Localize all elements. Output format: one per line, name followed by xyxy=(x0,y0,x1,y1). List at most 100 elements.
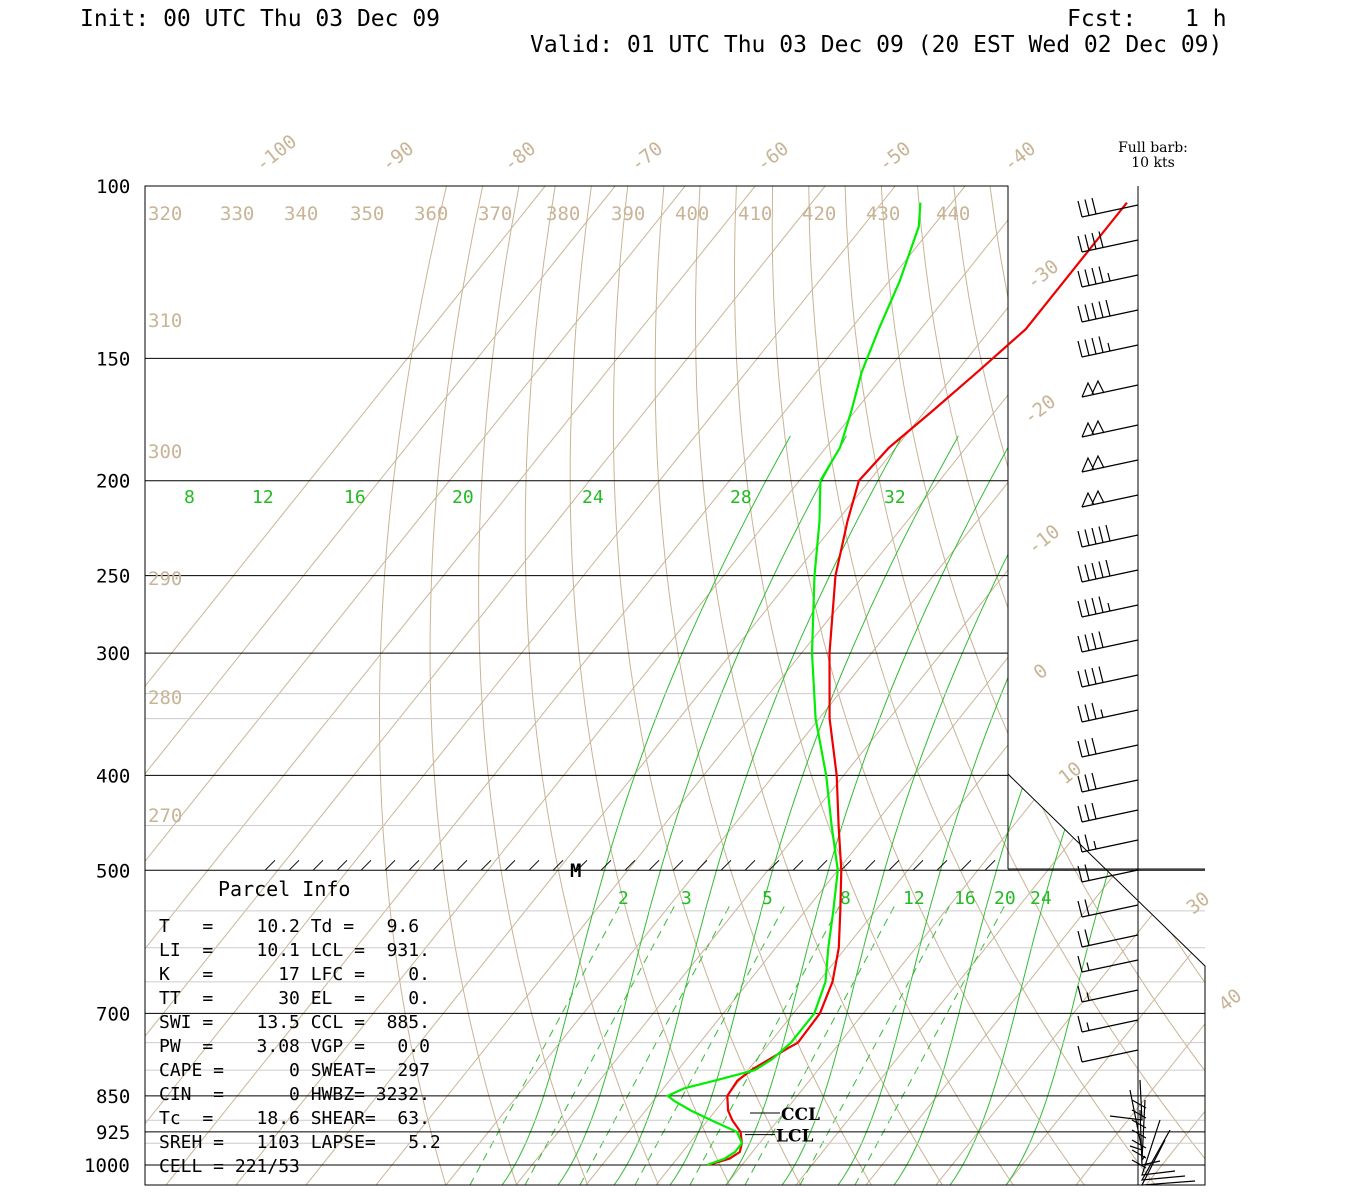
moist-adiabat xyxy=(557,435,847,1185)
wind-barb xyxy=(1077,899,1139,918)
isotherm-label: 40 xyxy=(1215,985,1247,1016)
hatch-mark xyxy=(648,859,660,871)
pressure-label: 300 xyxy=(96,643,130,665)
dry-adiabat xyxy=(1280,186,1350,1186)
hatch-mark xyxy=(528,859,540,871)
wet-bulb-label: 8 xyxy=(184,487,195,508)
hatch-mark xyxy=(744,859,756,871)
wind-barb xyxy=(1077,955,1139,973)
isotherm-line xyxy=(1145,186,1205,1185)
mixing-ratio-line xyxy=(689,904,841,1185)
hatch-mark xyxy=(456,859,468,871)
wind-barb xyxy=(1077,231,1139,253)
pressure-label: 400 xyxy=(96,765,130,787)
dry-adiabat xyxy=(844,186,1205,1185)
wind-barb xyxy=(1081,454,1139,473)
wind-barb xyxy=(1081,379,1139,398)
hatch-mark xyxy=(504,859,516,871)
dry-adiabat xyxy=(1061,186,1205,1185)
dry-adiabat xyxy=(1025,186,1205,1185)
pressure-label: 850 xyxy=(96,1086,130,1108)
hatch-mark xyxy=(984,859,996,871)
moist-adiabat xyxy=(781,435,1071,1185)
mixing-ratio-label: 16 xyxy=(954,888,976,909)
hatch-mark xyxy=(408,859,420,871)
surface-wind-barb xyxy=(1109,1079,1147,1121)
dry-adiabat xyxy=(1244,186,1350,1186)
hatch-mark xyxy=(864,859,876,871)
mixing-ratio-line xyxy=(579,904,731,1185)
profiles xyxy=(665,202,1128,1167)
wind-barb xyxy=(1077,802,1139,823)
mixing-ratio-lines xyxy=(469,435,1205,1185)
hatch-mark xyxy=(888,859,900,871)
parcel-info-title: Parcel Info xyxy=(218,877,350,901)
wind-barb xyxy=(1077,1015,1139,1033)
dry-adiabat xyxy=(1098,186,1205,1185)
dry-adiabat-label: 270 xyxy=(148,805,182,827)
dry-adiabat-label: 370 xyxy=(478,203,512,225)
dry-adiabat-label: 430 xyxy=(866,203,900,225)
wet-bulb-label: 12 xyxy=(252,487,274,508)
dry-adiabat-label: 380 xyxy=(546,203,580,225)
fcst-value: 1 h xyxy=(1185,6,1227,32)
dry-adiabat xyxy=(771,186,1086,1185)
wind-barb xyxy=(1081,419,1139,438)
isotherm-label: -90 xyxy=(378,137,419,175)
lcl-label: LCL xyxy=(776,1127,813,1147)
parcel-row: PW = 3.08 VGP = 0.0 xyxy=(159,1036,430,1057)
mixing-ratio-line xyxy=(469,904,621,1185)
hatch-mark xyxy=(312,859,324,871)
dry-adiabat-label: 360 xyxy=(414,203,448,225)
parcel-row: CAPE = 0 SWEAT= 297 xyxy=(159,1060,430,1081)
dry-adiabat-label: 410 xyxy=(738,203,772,225)
dry-adiabat xyxy=(1207,186,1350,1186)
isotherm-label: -60 xyxy=(753,137,794,175)
dry-adiabat xyxy=(569,186,731,1185)
ccl-label: CCL xyxy=(781,1105,820,1125)
isotherm-line xyxy=(865,186,1205,1185)
wet-bulb-label: 16 xyxy=(344,487,366,508)
wind-barb xyxy=(1077,336,1139,358)
dry-adiabat-label: 330 xyxy=(220,203,254,225)
isotherm-line xyxy=(145,186,582,1185)
dry-adiabat-label: 290 xyxy=(148,568,182,590)
barb-legend-line2: 10 kts xyxy=(1131,155,1175,171)
mixing-ratio-label: 8 xyxy=(840,888,851,909)
level-marker-m: M xyxy=(570,860,581,882)
dry-adiabat-label: 310 xyxy=(148,310,182,332)
isotherm-label: 10 xyxy=(1055,758,1087,789)
hatch-mark xyxy=(480,859,492,871)
hatch-mark xyxy=(576,859,588,871)
wind-barb xyxy=(1077,596,1139,618)
wind-barb xyxy=(1077,299,1139,323)
hatch-mark xyxy=(936,859,948,871)
hatch-mark xyxy=(432,859,444,871)
parcel-row: K = 17 LFC = 0. xyxy=(159,964,430,985)
isotherm-label: 30 xyxy=(1183,888,1215,919)
isotherm-line xyxy=(145,186,652,1185)
dry-adiabat xyxy=(808,186,1157,1185)
pressure-label: 200 xyxy=(96,471,130,493)
dry-adiabat-label: 390 xyxy=(611,203,645,225)
moist-adiabat xyxy=(725,435,1015,1185)
wind-barb xyxy=(1077,929,1139,948)
pressure-label: 1000 xyxy=(84,1155,130,1177)
isotherm-line xyxy=(935,186,1205,1185)
dry-adiabat-label: 340 xyxy=(284,203,318,225)
dry-adiabat xyxy=(989,186,1205,1185)
parcel-row: Tc = 18.6 SHEAR= 63. xyxy=(159,1108,430,1129)
isotherm-label: -30 xyxy=(1023,255,1064,293)
parcel-row: CELL = 221/53 xyxy=(159,1156,300,1177)
surface-wind-barb xyxy=(1131,1119,1176,1176)
mixing-ratio-line xyxy=(634,904,786,1185)
isotherm-label: -80 xyxy=(500,137,541,175)
hatch-mark xyxy=(384,859,396,871)
surface-wind-barb xyxy=(1131,1139,1196,1186)
isotherm-line xyxy=(1005,186,1205,1185)
pressure-grid xyxy=(145,357,1205,1166)
mixing-ratio-line xyxy=(799,904,951,1185)
isotherm-line xyxy=(585,186,1205,1185)
dry-adiabat xyxy=(612,186,802,1185)
